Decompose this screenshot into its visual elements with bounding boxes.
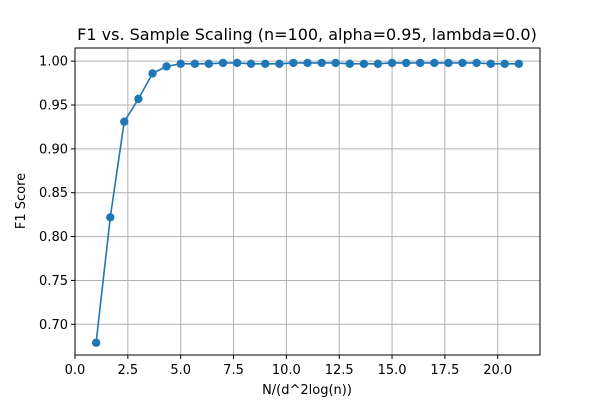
data-point-marker [331, 58, 340, 68]
data-point-marker [458, 58, 467, 68]
data-point-marker [317, 58, 326, 68]
data-point-marker [261, 59, 270, 68]
data-point-marker [275, 59, 284, 68]
x-tick-label: 10.0 [272, 363, 301, 378]
data-point-marker [91, 338, 101, 347]
data-point-marker [120, 117, 129, 126]
x-tick-label: 20.0 [483, 363, 512, 378]
y-tick-label: 0.75 [39, 274, 68, 289]
data-point-marker [148, 69, 157, 78]
x-tick-label: 15.0 [378, 363, 407, 378]
chart-title: F1 vs. Sample Scaling (n=100, alpha=0.95… [77, 25, 537, 44]
y-tick-label: 0.85 [39, 186, 68, 201]
data-point-marker [246, 59, 256, 68]
y-tick-label: 0.90 [39, 142, 68, 157]
data-point-marker [289, 58, 298, 68]
data-point-marker [232, 58, 242, 68]
data-point-marker [190, 59, 200, 68]
x-tick-label: 2.5 [117, 363, 138, 378]
x-tick-label: 17.5 [430, 363, 459, 378]
x-axis-title: N/(d^2log(n)) [262, 383, 352, 398]
data-point-marker [500, 59, 509, 68]
data-point-marker [486, 59, 495, 68]
data-point-marker [387, 58, 397, 68]
data-point-marker [430, 58, 439, 68]
x-tick-label: 5.0 [170, 363, 191, 378]
y-tick-label: 1.00 [39, 55, 68, 70]
x-tick-label: 7.5 [223, 363, 244, 378]
data-point-marker [402, 58, 411, 68]
x-tick-label: 0.0 [65, 363, 86, 378]
data-point-marker [176, 59, 185, 68]
x-tick-label: 12.5 [325, 363, 354, 378]
data-point-marker [514, 59, 524, 68]
data-point-marker [162, 62, 171, 71]
y-tick-label: 0.95 [39, 99, 68, 114]
data-point-marker [134, 94, 143, 104]
grid-layer [74, 48, 540, 355]
data-point-marker [373, 59, 383, 68]
tick-layer: 0.0 2.5 5.0 7.5 10.0 12.5 15.0 17.5 20.0 0.70 0.75… [39, 55, 512, 378]
data-point-marker [444, 58, 453, 68]
y-tick-label: 0.80 [39, 230, 68, 245]
plot-frame [74, 47, 541, 356]
data-point-marker [218, 58, 228, 68]
data-point-marker [415, 58, 425, 68]
data-point-marker [106, 213, 115, 222]
data-point-marker [472, 58, 481, 68]
data-point-marker [204, 59, 213, 68]
series-layer [91, 58, 524, 347]
data-point-marker [345, 59, 354, 68]
data-point-marker [359, 59, 369, 68]
y-axis-title: F1 Score [14, 173, 29, 229]
data-point-marker [303, 58, 312, 68]
y-tick-label: 0.70 [39, 318, 68, 333]
